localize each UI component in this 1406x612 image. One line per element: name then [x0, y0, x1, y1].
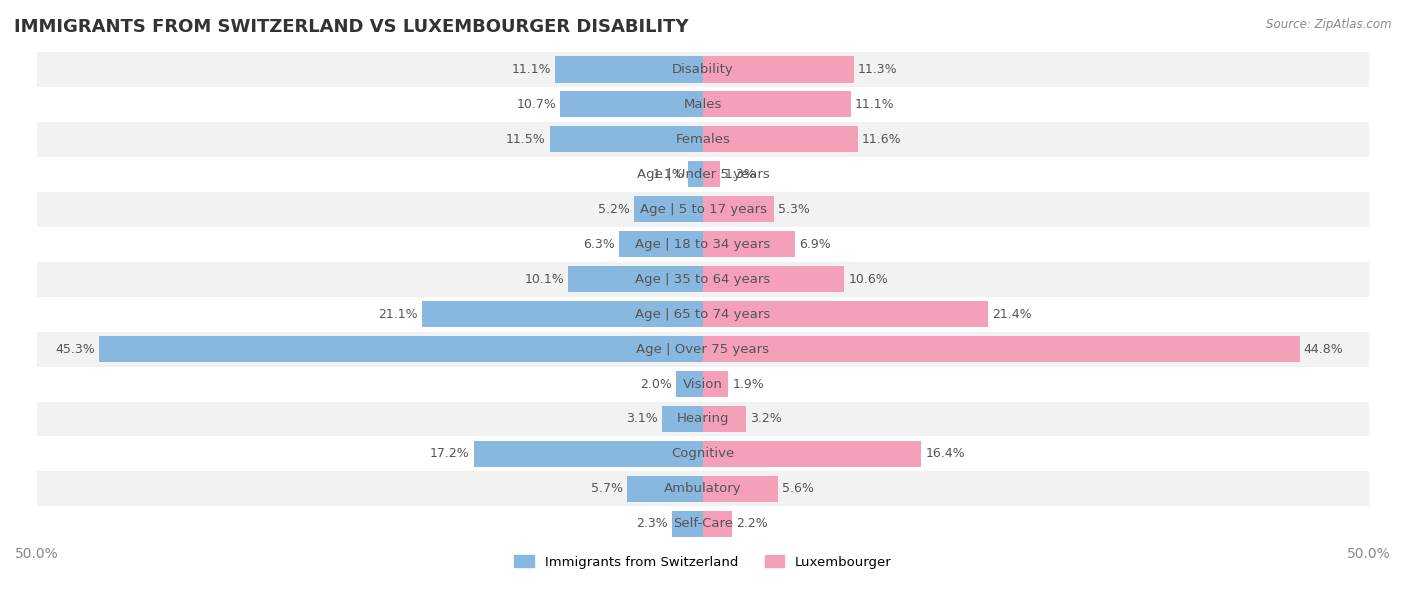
Bar	[37, 436, 1369, 471]
Bar	[37, 52, 1369, 87]
Text: 21.4%: 21.4%	[993, 308, 1032, 321]
Text: 17.2%: 17.2%	[430, 447, 470, 460]
Text: 6.9%: 6.9%	[799, 237, 831, 250]
Text: 6.3%: 6.3%	[583, 237, 614, 250]
Text: 5.2%: 5.2%	[598, 203, 630, 215]
Text: Ambulatory: Ambulatory	[664, 482, 742, 496]
Text: Age | 5 to 17 years: Age | 5 to 17 years	[640, 203, 766, 215]
Text: 10.6%: 10.6%	[848, 272, 889, 286]
Bar	[474, 441, 703, 468]
Text: 11.5%: 11.5%	[506, 133, 546, 146]
Bar	[555, 56, 703, 83]
Bar	[703, 476, 778, 502]
Bar	[703, 231, 794, 258]
Text: 2.2%: 2.2%	[737, 517, 768, 531]
Bar	[703, 266, 844, 293]
Text: Males: Males	[683, 98, 723, 111]
Text: Self-Care: Self-Care	[673, 517, 733, 531]
Text: 5.6%: 5.6%	[782, 482, 814, 496]
Bar	[568, 266, 703, 293]
Bar	[37, 471, 1369, 507]
Bar	[37, 332, 1369, 367]
Text: IMMIGRANTS FROM SWITZERLAND VS LUXEMBOURGER DISABILITY: IMMIGRANTS FROM SWITZERLAND VS LUXEMBOUR…	[14, 18, 689, 36]
Bar	[37, 87, 1369, 122]
Bar	[676, 371, 703, 397]
Text: 16.4%: 16.4%	[925, 447, 965, 460]
Bar	[550, 126, 703, 152]
Bar	[422, 300, 703, 327]
Bar	[37, 192, 1369, 226]
Text: Age | 18 to 34 years: Age | 18 to 34 years	[636, 237, 770, 250]
Bar	[703, 91, 851, 118]
Bar	[100, 336, 703, 362]
Bar	[37, 157, 1369, 192]
Text: 2.0%: 2.0%	[641, 378, 672, 390]
Bar	[703, 161, 720, 187]
Text: 10.1%: 10.1%	[524, 272, 564, 286]
Text: 11.1%: 11.1%	[855, 98, 894, 111]
Text: 2.3%: 2.3%	[637, 517, 668, 531]
Bar	[37, 226, 1369, 261]
Text: 1.9%: 1.9%	[733, 378, 763, 390]
Text: 1.1%: 1.1%	[652, 168, 685, 181]
Bar	[37, 367, 1369, 401]
Bar	[634, 196, 703, 222]
Bar	[627, 476, 703, 502]
Text: 11.6%: 11.6%	[862, 133, 901, 146]
Text: Age | Over 75 years: Age | Over 75 years	[637, 343, 769, 356]
Bar	[689, 161, 703, 187]
Text: 5.7%: 5.7%	[591, 482, 623, 496]
Text: 21.1%: 21.1%	[378, 308, 418, 321]
Bar	[37, 261, 1369, 297]
Text: Source: ZipAtlas.com: Source: ZipAtlas.com	[1267, 18, 1392, 31]
Bar	[672, 510, 703, 537]
Text: 3.2%: 3.2%	[749, 412, 782, 425]
Text: 5.3%: 5.3%	[778, 203, 810, 215]
Text: Vision: Vision	[683, 378, 723, 390]
Bar	[703, 300, 988, 327]
Text: Age | Under 5 years: Age | Under 5 years	[637, 168, 769, 181]
Text: Age | 65 to 74 years: Age | 65 to 74 years	[636, 308, 770, 321]
Bar	[37, 401, 1369, 436]
Bar	[703, 126, 858, 152]
Text: Age | 35 to 64 years: Age | 35 to 64 years	[636, 272, 770, 286]
Text: Females: Females	[675, 133, 731, 146]
Text: 11.1%: 11.1%	[512, 62, 551, 76]
Bar	[703, 510, 733, 537]
Text: 1.3%: 1.3%	[724, 168, 756, 181]
Bar	[703, 406, 745, 432]
Bar	[703, 336, 1301, 362]
Bar	[37, 507, 1369, 542]
Bar	[662, 406, 703, 432]
Text: 44.8%: 44.8%	[1303, 343, 1344, 356]
Bar	[703, 371, 728, 397]
Text: 45.3%: 45.3%	[56, 343, 96, 356]
Text: Hearing: Hearing	[676, 412, 730, 425]
Text: 11.3%: 11.3%	[858, 62, 897, 76]
Bar	[37, 122, 1369, 157]
Bar	[37, 297, 1369, 332]
Bar	[619, 231, 703, 258]
Text: Cognitive: Cognitive	[672, 447, 734, 460]
Bar	[703, 196, 773, 222]
Bar	[703, 56, 853, 83]
Bar	[561, 91, 703, 118]
Text: 10.7%: 10.7%	[516, 98, 557, 111]
Legend: Immigrants from Switzerland, Luxembourger: Immigrants from Switzerland, Luxembourge…	[509, 550, 897, 574]
Text: 3.1%: 3.1%	[626, 412, 658, 425]
Bar	[703, 441, 921, 468]
Text: Disability: Disability	[672, 62, 734, 76]
